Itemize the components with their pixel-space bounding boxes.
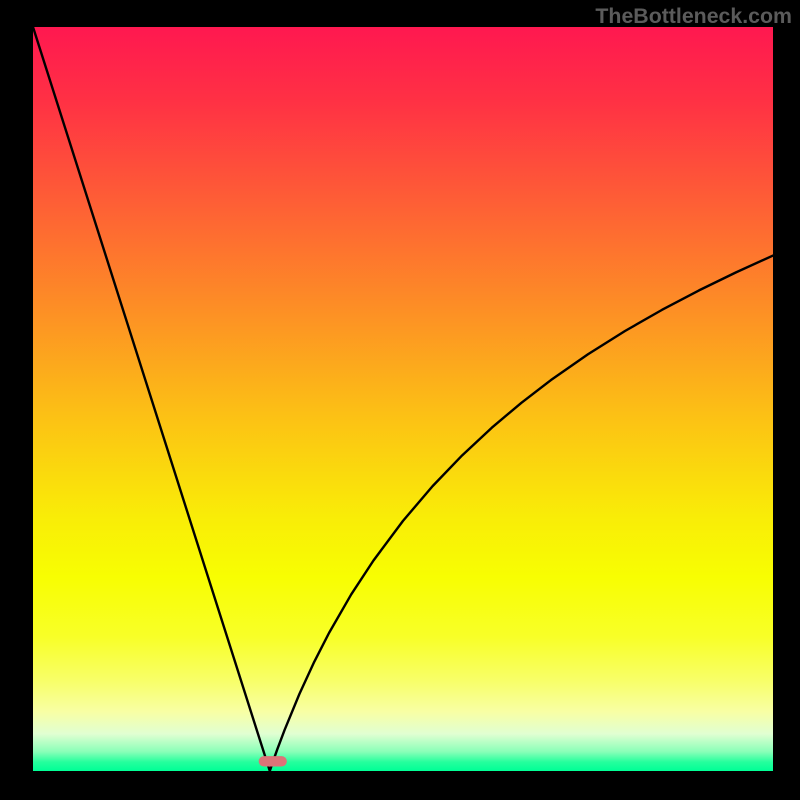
plot-area — [33, 27, 773, 771]
bottleneck-curve — [33, 27, 773, 771]
chart-canvas: TheBottleneck.com — [0, 0, 800, 800]
minimum-marker — [259, 756, 287, 766]
chart-svg — [33, 27, 773, 771]
watermark-text: TheBottleneck.com — [595, 4, 792, 29]
